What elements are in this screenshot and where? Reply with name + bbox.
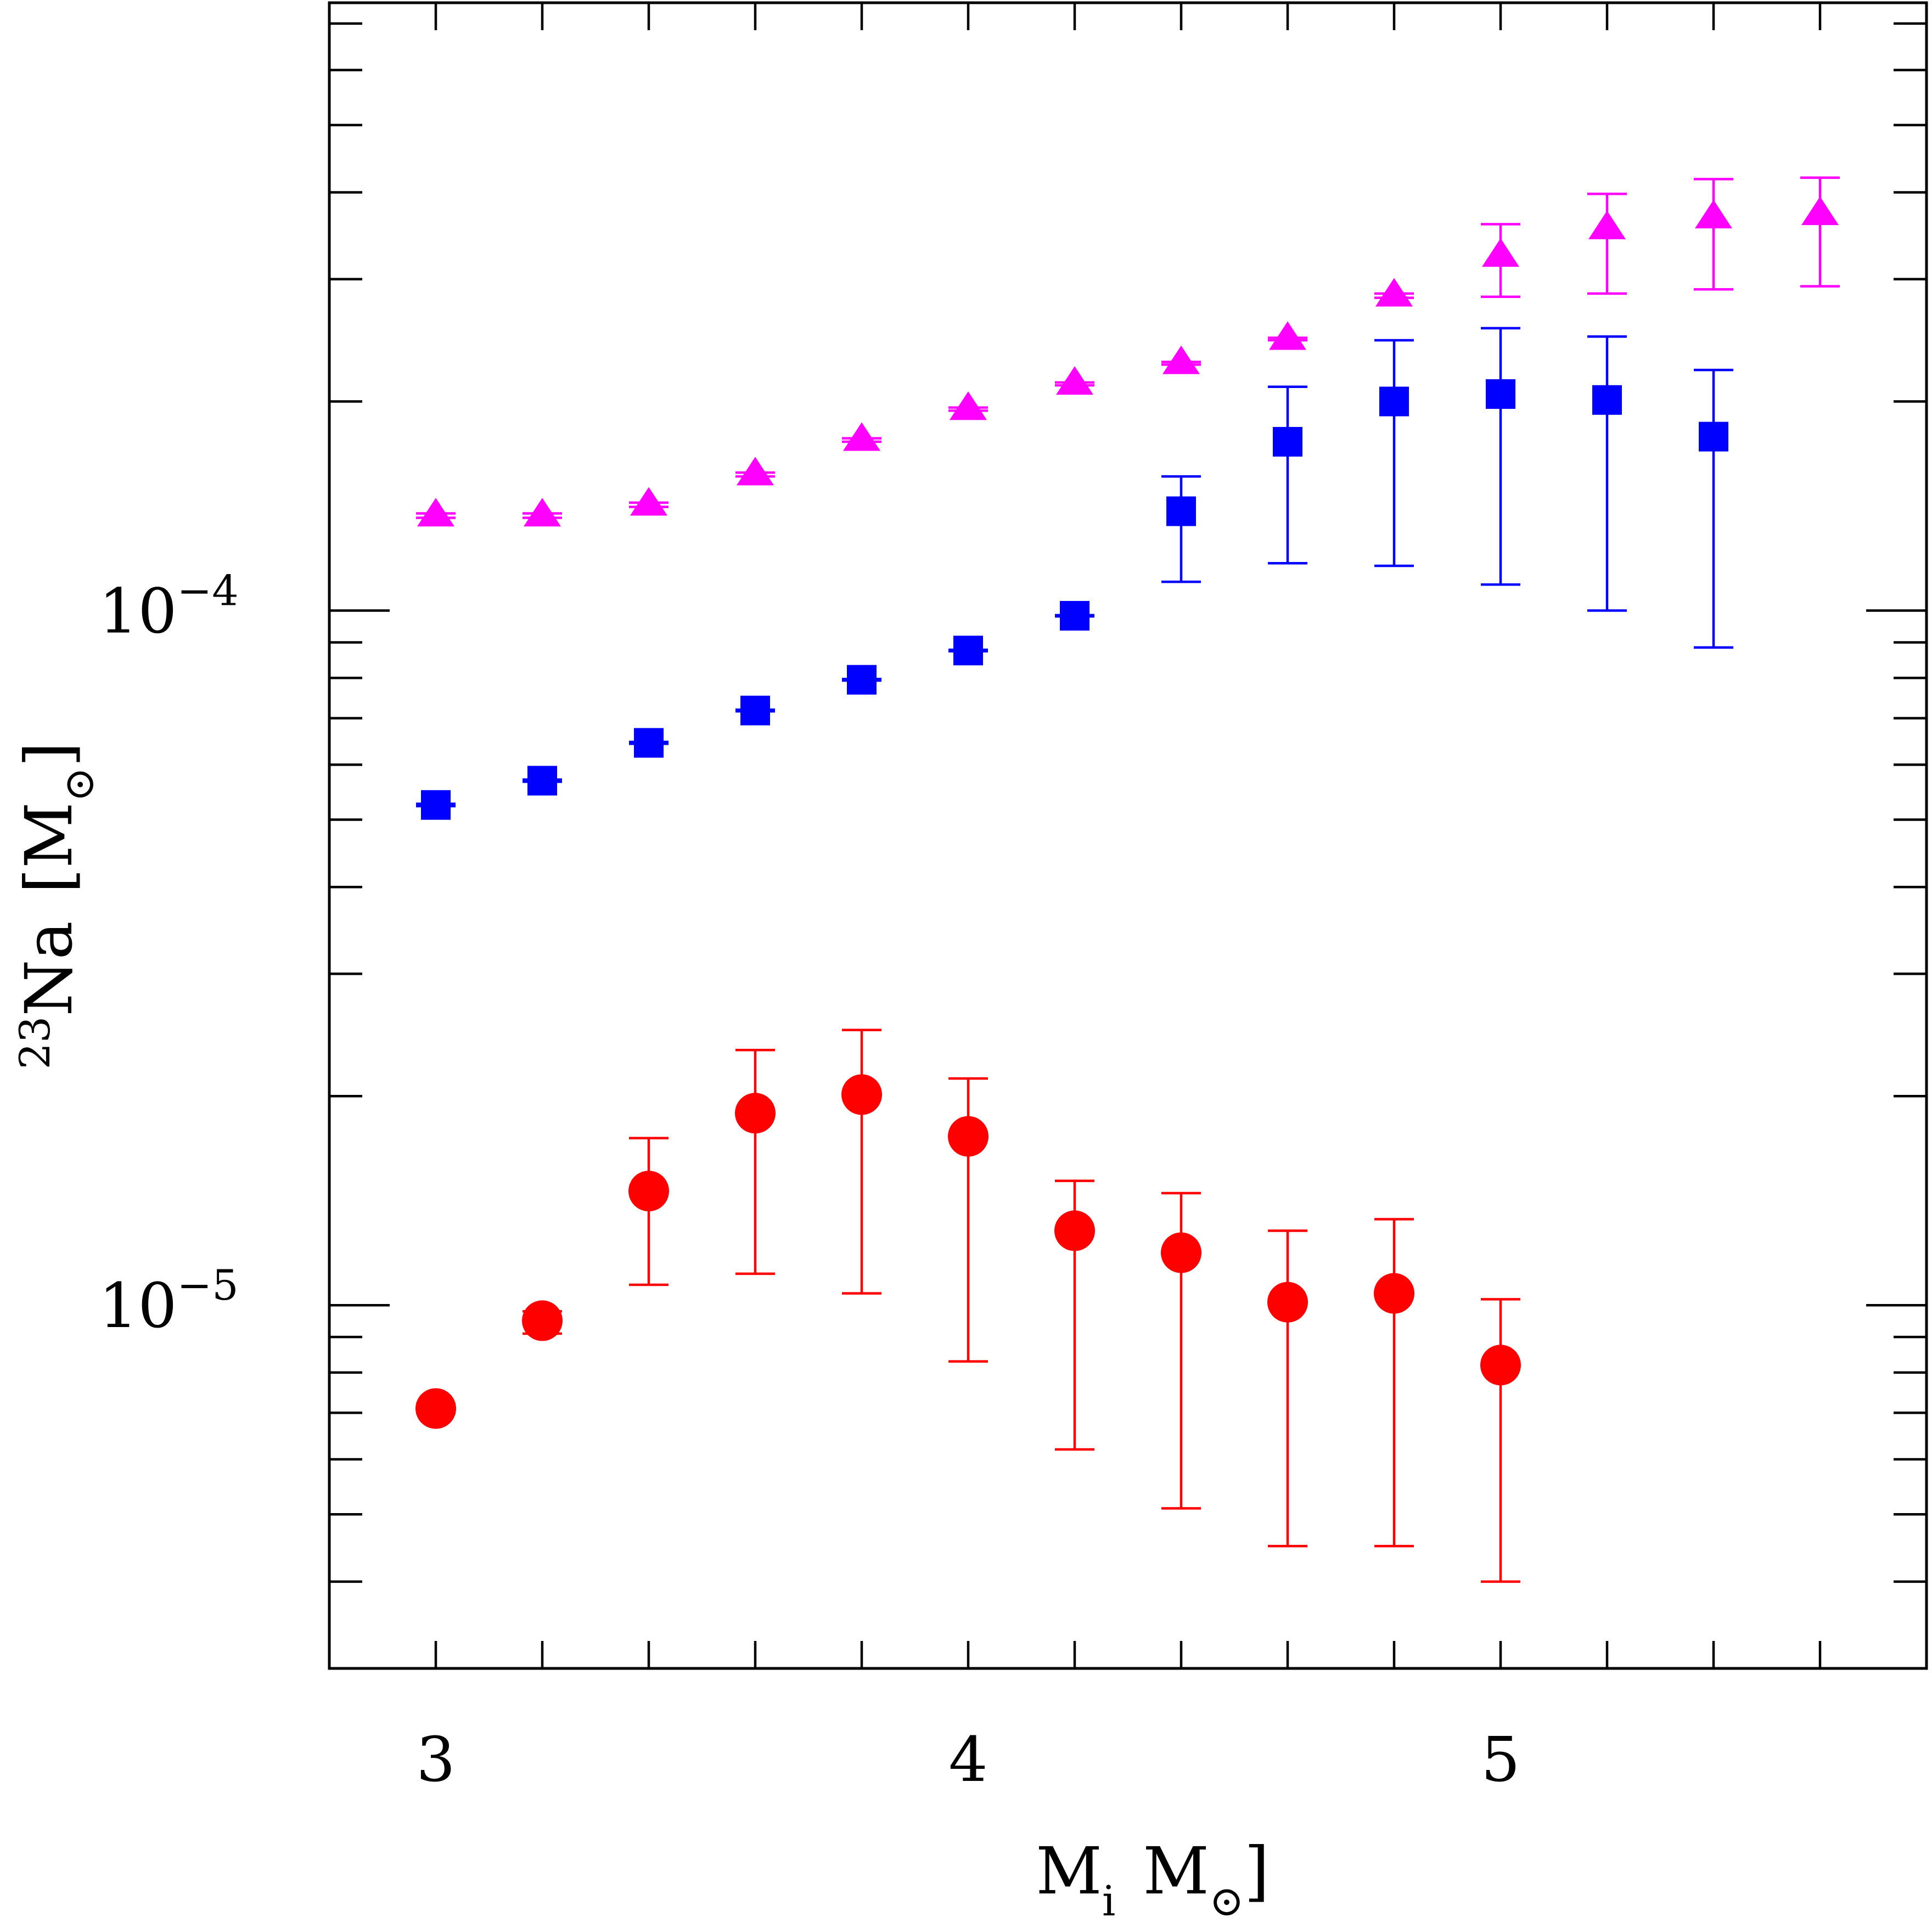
triangles-point (843, 422, 880, 451)
triangles-point (950, 391, 987, 420)
triangles-point (630, 487, 667, 516)
squares-point (1379, 386, 1409, 417)
circles-point (841, 1074, 882, 1115)
circles-point (1054, 1210, 1095, 1251)
axis-ticks (328, 3, 1928, 1670)
triangles-point (1269, 321, 1306, 350)
y-label-element: Na (11, 921, 87, 1016)
y-tick-label-base: 10 (99, 576, 177, 648)
x-label-unit-symbol: ⊙ (1209, 1876, 1244, 1925)
y-label-bracket-close: ] (11, 742, 87, 767)
x-label-unit: M (1143, 1833, 1209, 1909)
squares-point (1273, 426, 1302, 457)
circles-point (735, 1093, 776, 1134)
triangles-point (1482, 238, 1519, 267)
plot-frame (328, 1, 1928, 1670)
y-tick-label-base: 10 (99, 1271, 177, 1342)
squares-point (1592, 385, 1622, 415)
y-label-unit-symbol: ⊙ (54, 767, 103, 802)
y-tick-label: 10−4 (99, 566, 239, 648)
triangles-point (737, 457, 774, 486)
squares-point (1486, 379, 1515, 409)
triangles-point (1375, 278, 1413, 307)
circles-point (1480, 1345, 1521, 1386)
squares-point (527, 766, 557, 796)
triangles-point (417, 498, 454, 527)
circles-point (948, 1116, 989, 1157)
triangles-point (1801, 196, 1839, 226)
x-tick-label: 4 (948, 1724, 987, 1796)
x-label-bracket: ] (1244, 1833, 1270, 1909)
squares-point (1699, 421, 1728, 452)
x-label-main: M (1036, 1833, 1102, 1909)
x-tick-label: 3 (416, 1724, 455, 1796)
y-label-unit: M (11, 802, 87, 868)
squares-point (1166, 496, 1196, 526)
triangles-point (1056, 366, 1093, 395)
squares-point (1060, 600, 1089, 631)
y-tick-labels: 10−510−4 (99, 566, 239, 1342)
circles-point (1267, 1281, 1308, 1323)
data-markers (415, 196, 1839, 1429)
y-tick-label-exponent: −5 (177, 1261, 239, 1309)
y-tick-label-exponent: −4 (177, 566, 239, 615)
squares-point (634, 728, 664, 758)
triangles-point (1588, 210, 1626, 239)
squares-point (421, 790, 451, 820)
squares-point (953, 636, 983, 666)
x-tick-label: 5 (1481, 1724, 1520, 1796)
circles-point (628, 1171, 669, 1212)
squares-point (847, 665, 877, 695)
circles-point (1161, 1232, 1201, 1273)
triangles-point (1162, 345, 1200, 374)
y-tick-label: 10−5 (99, 1261, 239, 1342)
y-label-isotope: 23 (10, 1016, 59, 1070)
error-bars (416, 176, 1840, 1583)
y-axis-label: 23Na [M⊙] (10, 742, 103, 1070)
circles-point (522, 1300, 563, 1341)
squares-point (740, 695, 770, 726)
x-tick-labels: 3 4 5 (416, 1724, 1520, 1796)
x-label-sub: i (1102, 1876, 1115, 1925)
circles-point (415, 1388, 456, 1429)
y-label-bracket-open: [ (11, 868, 87, 893)
triangles-point (1695, 200, 1732, 229)
x-axis-label: Mi M⊙] (1036, 1833, 1270, 1925)
circles-point (1374, 1273, 1414, 1314)
triangles-point (524, 498, 561, 527)
